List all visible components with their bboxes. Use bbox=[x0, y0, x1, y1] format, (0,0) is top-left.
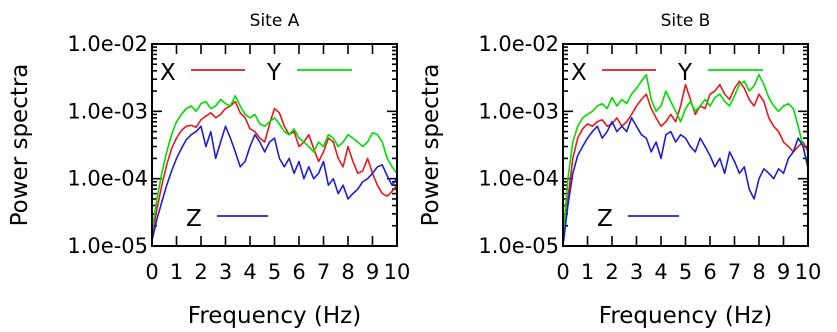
x-tick-label: 5 bbox=[679, 260, 692, 284]
chart-panel-site-a: Site A 1.0e-05 1.0e-04 1.0e-03 1.0e-02 0 1 2 3 4 5… bbox=[7, 11, 410, 329]
y-axis-label: Power spectra bbox=[7, 64, 33, 227]
legend-label-x: X bbox=[571, 60, 587, 86]
legend-label-y: Y bbox=[677, 60, 693, 86]
y-tick-label: 1.0e-05 bbox=[478, 234, 559, 258]
x-tick-label: 2 bbox=[194, 260, 207, 284]
legend-label-y: Y bbox=[266, 60, 282, 86]
y-tick-label: 1.0e-04 bbox=[67, 167, 148, 191]
series-line-z bbox=[152, 125, 397, 241]
chart-title: Site A bbox=[250, 11, 300, 31]
series-group bbox=[563, 73, 808, 246]
legend-label-x: X bbox=[160, 60, 176, 86]
x-tick-label: 9 bbox=[777, 260, 790, 284]
x-tick-label: 2 bbox=[605, 260, 618, 284]
x-tick-label: 8 bbox=[752, 260, 765, 284]
x-tick-label: 3 bbox=[630, 260, 643, 284]
x-tick-label: 6 bbox=[292, 260, 305, 284]
series-line-x bbox=[563, 80, 808, 244]
x-tick-label: 4 bbox=[654, 260, 667, 284]
legend-label-z: Z bbox=[186, 206, 202, 232]
y-tick-label: 1.0e-04 bbox=[478, 167, 559, 191]
x-tick-label: 10 bbox=[795, 260, 822, 284]
y-tick-label: 1.0e-03 bbox=[478, 99, 559, 123]
plot-frame bbox=[151, 43, 398, 247]
legend-label-z: Z bbox=[597, 206, 613, 232]
series-line-x bbox=[152, 100, 397, 237]
y-tick-label: 1.0e-02 bbox=[67, 32, 148, 56]
x-tick-label: 8 bbox=[341, 260, 354, 284]
x-tick-label: 1 bbox=[581, 260, 594, 284]
x-tick-label: 7 bbox=[728, 260, 741, 284]
chart-panel-site-b: Site B 1.0e-05 1.0e-04 1.0e-03 1.0e-02 0 1 2 3 4 5… bbox=[418, 11, 821, 329]
x-tick-label: 0 bbox=[145, 260, 158, 284]
y-axis-label: Power spectra bbox=[418, 64, 444, 227]
series-group bbox=[152, 95, 397, 241]
x-tick-label: 5 bbox=[268, 260, 281, 284]
y-tick-label: 1.0e-02 bbox=[478, 32, 559, 56]
x-tick-label: 3 bbox=[219, 260, 232, 284]
x-tick-label: 9 bbox=[366, 260, 379, 284]
chart-title: Site B bbox=[661, 11, 711, 31]
x-axis-label: Frequency (Hz) bbox=[188, 303, 361, 329]
x-tick-label: 1 bbox=[170, 260, 183, 284]
series-line-z bbox=[563, 117, 808, 246]
x-tick-label: 6 bbox=[703, 260, 716, 284]
y-tick-label: 1.0e-05 bbox=[67, 234, 148, 258]
x-axis-label: Frequency (Hz) bbox=[599, 303, 772, 329]
x-tick-label: 4 bbox=[243, 260, 256, 284]
plot-frame bbox=[562, 43, 809, 247]
x-tick-label: 10 bbox=[384, 260, 411, 284]
x-tick-label: 0 bbox=[556, 260, 569, 284]
series-line-y bbox=[563, 73, 808, 239]
x-tick-label: 7 bbox=[317, 260, 330, 284]
series-line-y bbox=[152, 95, 397, 233]
y-tick-label: 1.0e-03 bbox=[67, 99, 148, 123]
